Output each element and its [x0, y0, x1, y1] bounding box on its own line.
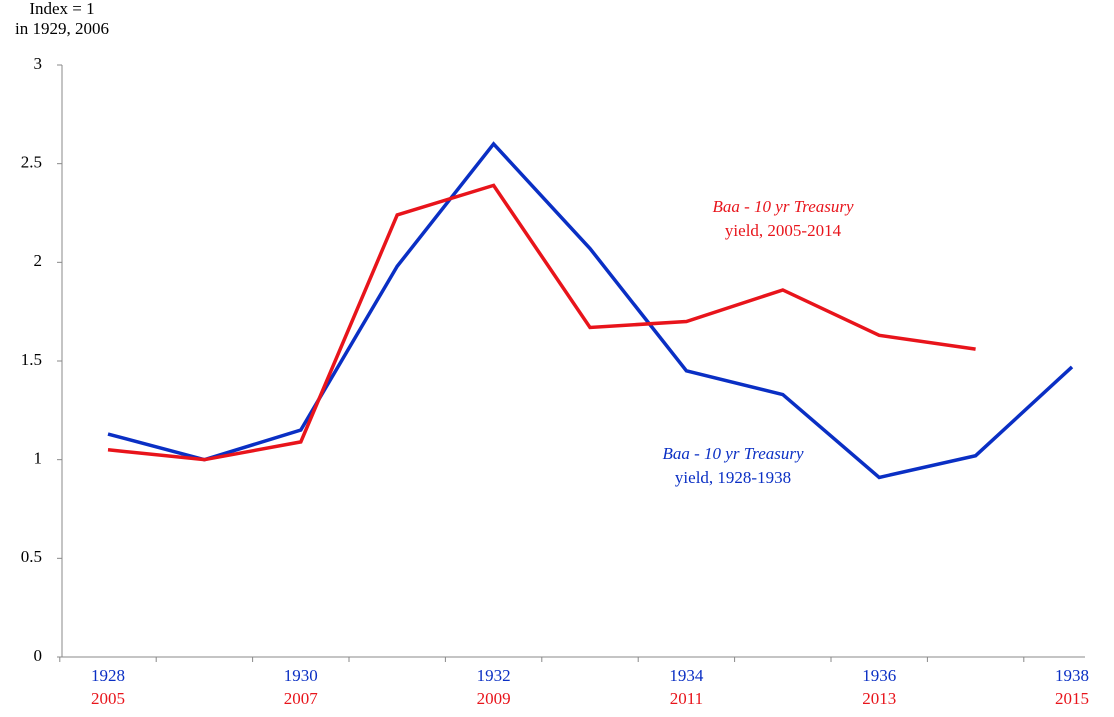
x-tick-label: 1934	[669, 666, 704, 685]
y-tick-label: 2.5	[21, 153, 42, 172]
x-tick-label: 1928	[91, 666, 125, 685]
y-tick-label: 0	[34, 646, 43, 665]
x-tick-label: 2007	[284, 689, 319, 708]
series-line	[107, 141, 1074, 480]
x-tick-label: 1936	[862, 666, 896, 685]
x-tick-label: 2013	[862, 689, 896, 708]
x-tick-label: 1938	[1055, 666, 1089, 685]
series-line	[107, 183, 976, 462]
legend-label: Baa - 10 yr Treasury	[662, 444, 803, 463]
x-tick-label: 2009	[477, 689, 511, 708]
legend-label: yield, 1928-1938	[675, 468, 791, 487]
y-tick-label: 3	[34, 54, 43, 73]
y-axis-label: in 1929, 2006	[15, 19, 109, 38]
y-axis-label: Index = 1	[29, 0, 94, 18]
x-tick-label: 1930	[284, 666, 318, 685]
legend-label: yield, 2005-2014	[725, 221, 842, 240]
y-tick-label: 0.5	[21, 547, 42, 566]
x-tick-label: 2015	[1055, 689, 1089, 708]
x-tick-label: 2011	[670, 689, 703, 708]
x-tick-label: 2005	[91, 689, 125, 708]
y-tick-label: 2	[34, 251, 43, 270]
y-tick-label: 1.5	[21, 350, 42, 369]
legend-label: Baa - 10 yr Treasury	[712, 197, 853, 216]
y-tick-label: 1	[34, 449, 43, 468]
x-tick-label: 1932	[477, 666, 511, 685]
